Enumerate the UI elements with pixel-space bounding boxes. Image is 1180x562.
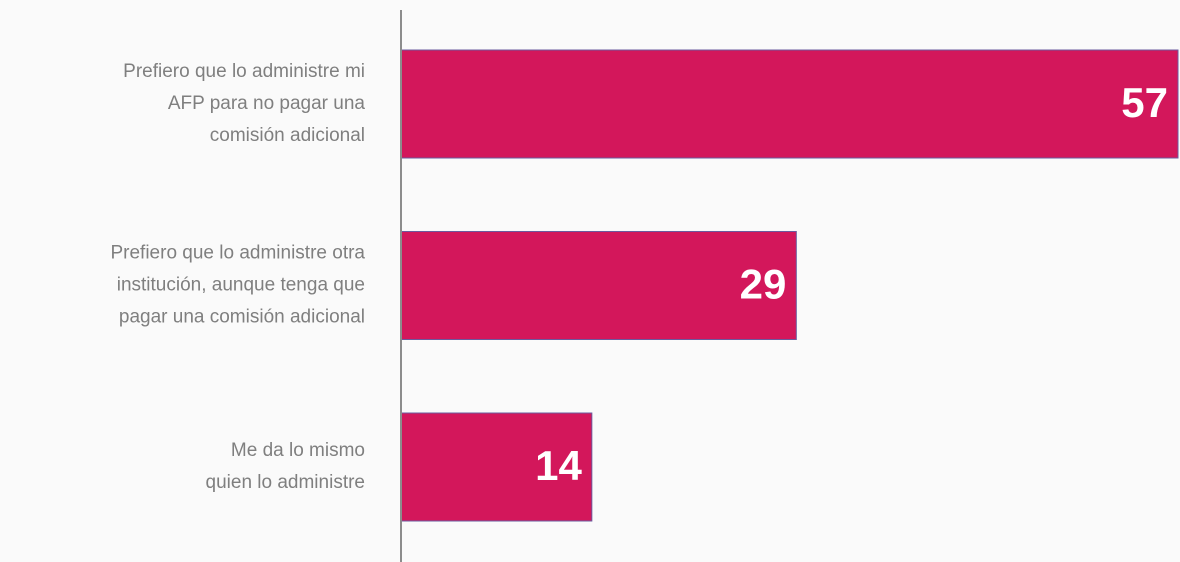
data-label: 14 (535, 442, 582, 489)
category-line: Me da lo mismo (231, 440, 365, 461)
category-line: pagar una comisión adicional (119, 307, 365, 328)
data-label: 29 (740, 261, 787, 308)
category-line: AFP para no pagar una (168, 93, 366, 114)
category-line: institución, aunque tenga que (117, 275, 365, 296)
category-line: quien lo administre (206, 472, 365, 493)
bar (400, 231, 797, 340)
data-label: 57 (1121, 79, 1168, 126)
category-label: Prefiero que lo administre otra instituci… (110, 243, 365, 328)
category-line: comisión adicional (210, 125, 365, 146)
bar (400, 49, 1179, 159)
category-line: Prefiero que lo administre otra (110, 243, 365, 264)
category-label: Prefiero que lo administre mi AFP para no… (123, 61, 365, 146)
category-line: Prefiero que lo administre mi (123, 61, 365, 82)
category-label: Me da lo mismo quien lo administre (206, 440, 365, 493)
